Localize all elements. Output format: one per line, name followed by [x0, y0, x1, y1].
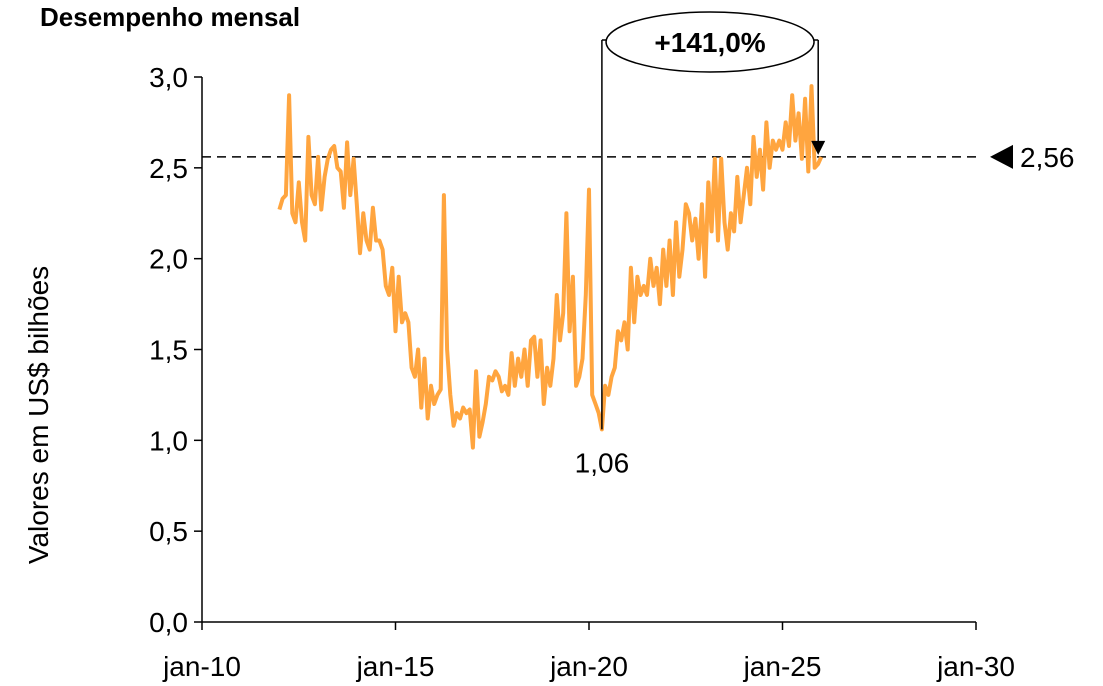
x-tick-label: jan-15: [356, 651, 435, 682]
reference-marker: [990, 144, 1013, 169]
chart-title: Desempenho mensal: [40, 2, 300, 32]
x-tick-label: jan-20: [549, 651, 628, 682]
y-tick-label: 2,5: [149, 153, 188, 184]
y-tick-label: 3,0: [149, 62, 188, 93]
y-tick-label: 1,0: [149, 425, 188, 456]
y-tick-label: 0,0: [149, 607, 188, 638]
change-label: +141,0%: [654, 27, 765, 58]
x-tick-label: jan-25: [743, 651, 822, 682]
y-tick-label: 0,5: [149, 516, 188, 547]
y-axis-label: Valores em US$ bilhões: [23, 266, 54, 564]
data-line: [277, 84, 824, 450]
y-tick-label: 1,5: [149, 335, 188, 366]
y-tick-label: 2,0: [149, 244, 188, 275]
change-bubble: [605, 11, 815, 73]
x-tick-label: jan-10: [162, 651, 241, 682]
reference-label: 2,56: [1020, 142, 1075, 173]
bracket-arrow: [811, 140, 826, 155]
x-tick-label: jan-30: [936, 651, 1015, 682]
min-label: 1,06: [575, 447, 630, 478]
